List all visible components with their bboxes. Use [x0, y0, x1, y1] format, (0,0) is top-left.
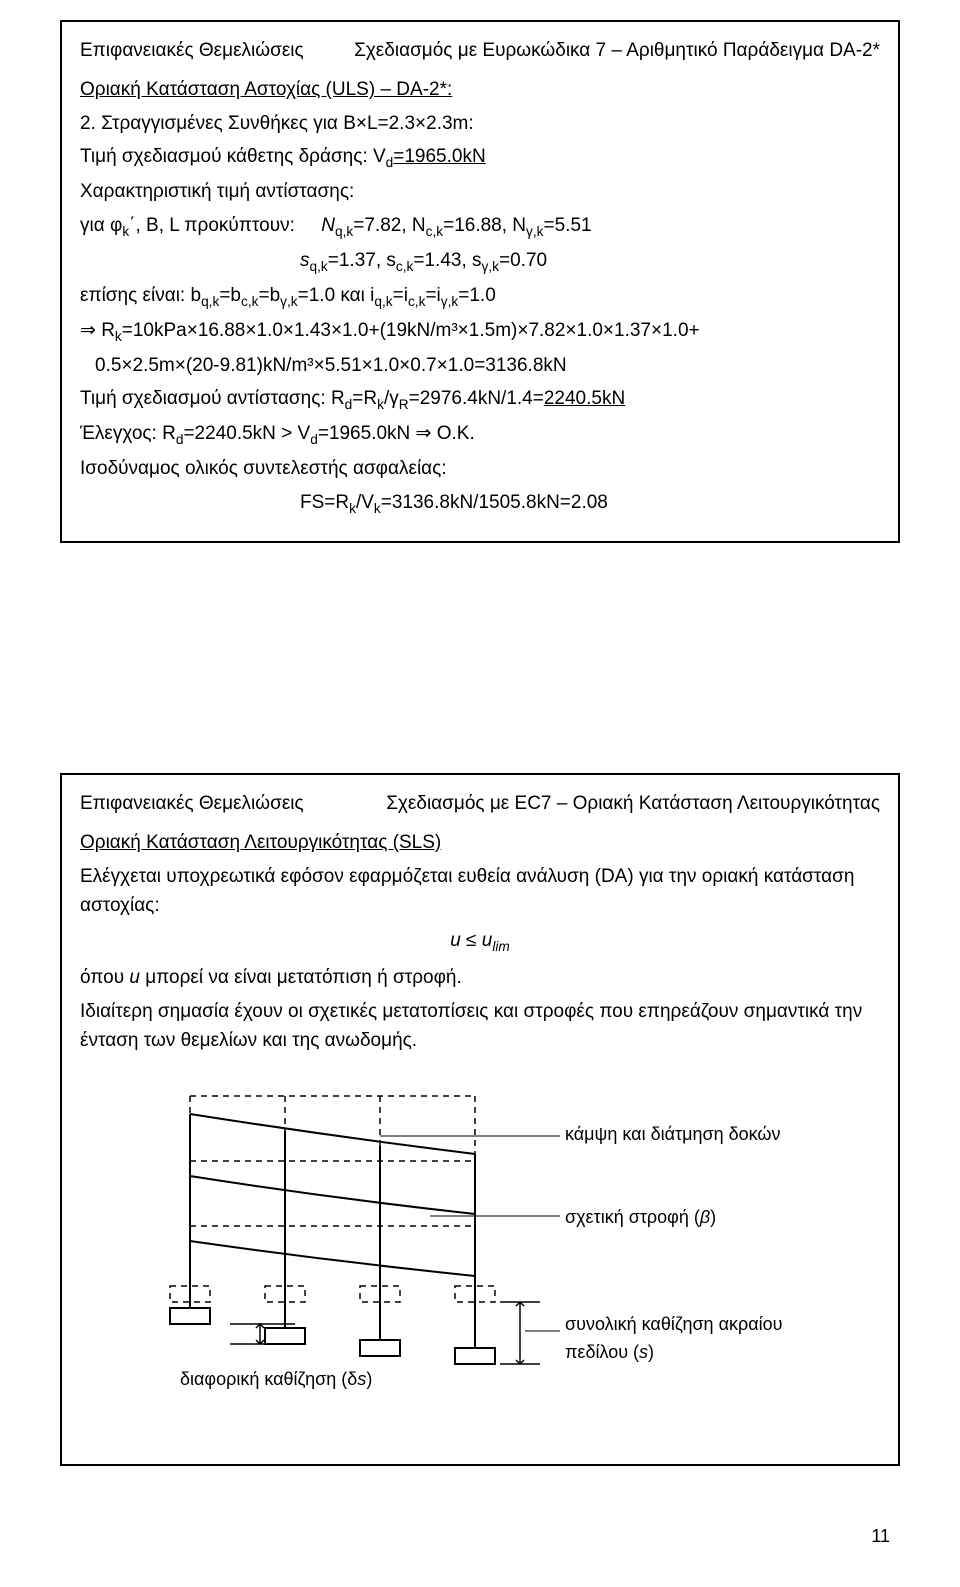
page-number: 11: [60, 1526, 900, 1547]
box2-para3: Iδιαίτερη σημασία έχουν οι σχετικές μετα…: [80, 997, 880, 1056]
settlement-diagram: κάμψη και διάτμηση δοκών σχετική στροφή …: [130, 1076, 830, 1416]
diagram-label-bending: κάμψη και διάτμηση δοκών: [565, 1121, 785, 1149]
sls-box-2: Επιφανειακές Θεμελιώσεις Σχεδιασμός με E…: [60, 773, 900, 1466]
box2-header-left: Επιφανειακές Θεμελιώσεις: [80, 789, 304, 818]
calculation-box-1: Επιφανειακές Θεμελιώσεις Σχεδιασμός με Ε…: [60, 20, 900, 543]
diagram-label-total: συνολική καθίζηση ακραίου πεδίλου (s): [565, 1311, 805, 1367]
box2-title: Οριακή Κατάσταση Λειτουργικότητας (SLS): [80, 828, 880, 857]
box2-eq: u ≤ ulim: [80, 926, 880, 957]
box1-line2b: Τιμή σχεδιασμού κάθετης δράσης: Vd=1965.…: [80, 142, 880, 173]
box1-line6: επίσης είναι: bq,k=bc,k=bγ,k=1.0 και iq,…: [80, 281, 880, 312]
box2-header-right: Σχεδιασμός με EC7 – Οριακή Κατάσταση Λει…: [386, 789, 880, 818]
box2-para1: Eλέγχεται υποχρεωτικά εφόσον εφαρμόζεται…: [80, 862, 880, 921]
box1-line10: Έλεγχος: Rd=2240.5kN > Vd=1965.0kN ⇒ O.K…: [80, 419, 880, 450]
box1-line12: FS=Rk/Vk=3136.8kN/1505.8kN=2.08: [300, 488, 880, 519]
box1-header-left: Επιφανειακές Θεμελιώσεις: [80, 36, 304, 65]
box1-line4: για φk΄, B, L προκύπτουν: Nq,k=7.82, Nc,…: [80, 211, 880, 242]
box1-line7: ⇒ Rk=10kPa×16.88×1.0×1.43×1.0+(19kN/m³×1…: [80, 316, 880, 347]
box1-line2a: 2. Στραγγισμένες Συνθήκες για B×L=2.3×2.…: [80, 109, 880, 138]
box1-line9: Τιμή σχεδιασμού αντίστασης: Rd=Rk/γR=297…: [80, 384, 880, 415]
diagram-label-differential: διαφορική καθίζηση (δs): [180, 1366, 372, 1394]
box2-para2: όπου u μπορεί να είναι μετατόπιση ή στρο…: [80, 963, 880, 992]
box1-line5: sq,k=1.37, sc,k=1.43, sγ,k=0.70: [300, 246, 880, 277]
box1-line8: 0.5×2.5m×(20-9.81)kN/m³×5.51×1.0×0.7×1.0…: [95, 351, 880, 380]
box1-header-right: Σχεδιασμός με Ευρωκώδικα 7 – Αριθμητικό …: [354, 36, 880, 65]
box1-title: Οριακή Κατάσταση Αστοχίας (ULS) – DA-2*:: [80, 75, 880, 104]
box1-line11: Ισοδύναμος ολικός συντελεστής ασφαλείας:: [80, 454, 880, 483]
box1-line3: Χαρακτηριστική τιμή αντίστασης:: [80, 177, 880, 206]
box1-header: Επιφανειακές Θεμελιώσεις Σχεδιασμός με Ε…: [80, 36, 880, 65]
diagram-label-rotation: σχετική στροφή (β): [565, 1204, 716, 1232]
box2-header: Επιφανειακές Θεμελιώσεις Σχεδιασμός με E…: [80, 789, 880, 818]
